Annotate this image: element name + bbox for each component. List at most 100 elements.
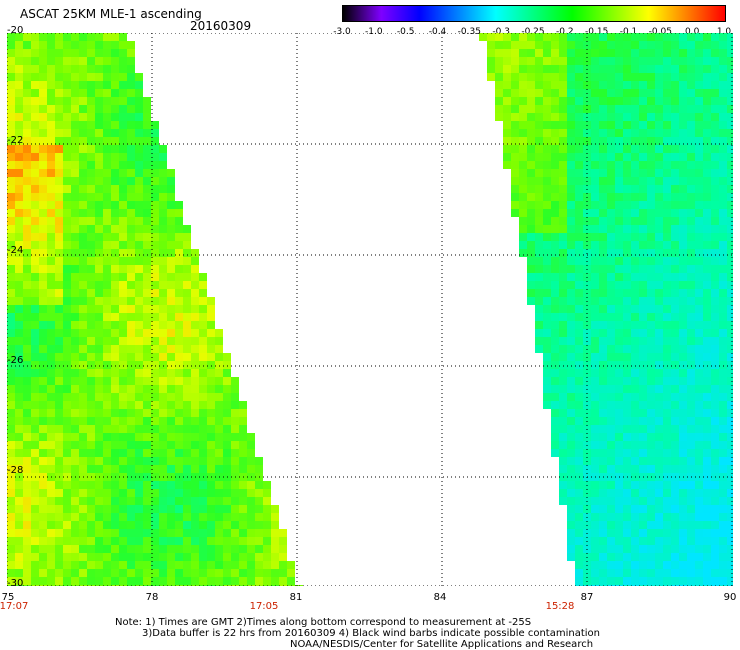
wind-cell <box>103 497 111 505</box>
wind-cell <box>143 273 151 281</box>
wind-cell <box>623 505 631 513</box>
wind-cell <box>655 385 663 393</box>
wind-cell <box>63 97 71 105</box>
wind-cell <box>559 41 567 49</box>
wind-cell <box>151 433 159 441</box>
wind-cell <box>31 217 39 225</box>
wind-cell <box>159 401 167 409</box>
wind-cell <box>607 497 615 505</box>
wind-cell <box>55 233 63 241</box>
wind-cell <box>31 385 39 393</box>
wind-cell <box>623 313 631 321</box>
wind-cell <box>199 569 207 577</box>
wind-cell <box>727 457 733 465</box>
wind-cell <box>543 321 551 329</box>
wind-cell <box>55 33 63 41</box>
wind-cell <box>647 137 655 145</box>
wind-cell <box>55 209 63 217</box>
wind-cell <box>79 433 87 441</box>
wind-cell <box>655 57 663 65</box>
wind-cell <box>671 465 679 473</box>
wind-cell <box>639 209 647 217</box>
wind-cell <box>703 97 711 105</box>
wind-cell <box>567 457 575 465</box>
wind-cell <box>511 177 519 185</box>
wind-cell <box>111 465 119 473</box>
lat-label-20: -20 <box>7 25 24 36</box>
wind-cell <box>663 337 671 345</box>
wind-cell <box>599 193 607 201</box>
wind-cell <box>63 33 71 41</box>
wind-cell <box>607 417 615 425</box>
wind-cell <box>703 121 711 129</box>
wind-cell <box>535 193 543 201</box>
wind-cell <box>591 369 599 377</box>
wind-cell <box>111 441 119 449</box>
wind-cell <box>695 57 703 65</box>
wind-cell <box>175 321 183 329</box>
wind-cell <box>719 513 727 521</box>
wind-cell <box>239 433 247 441</box>
wind-cell <box>175 417 183 425</box>
wind-cell <box>71 153 79 161</box>
wind-cell <box>623 561 631 569</box>
wind-cell <box>31 201 39 209</box>
wind-cell <box>655 65 663 73</box>
wind-cell <box>103 545 111 553</box>
wind-cell <box>15 153 23 161</box>
wind-cell <box>23 233 31 241</box>
wind-cell <box>527 121 535 129</box>
wind-cell <box>7 361 15 369</box>
wind-cell <box>111 457 119 465</box>
wind-cell <box>671 481 679 489</box>
wind-cell <box>519 153 527 161</box>
wind-cell <box>599 129 607 137</box>
product-title: ASCAT 25KM MLE-1 ascending <box>20 7 202 21</box>
wind-cell <box>639 113 647 121</box>
wind-cell <box>39 89 47 97</box>
wind-cell <box>599 169 607 177</box>
wind-cell <box>183 481 191 489</box>
wind-cell <box>679 489 687 497</box>
wind-cell <box>31 97 39 105</box>
wind-cell <box>119 577 127 585</box>
wind-cell <box>527 65 535 73</box>
wind-cell <box>55 497 63 505</box>
wind-cell <box>199 385 207 393</box>
wind-cell <box>55 193 63 201</box>
wind-cell <box>263 497 271 505</box>
wind-cell <box>207 409 215 417</box>
wind-cell <box>47 81 55 89</box>
wind-cell <box>639 305 647 313</box>
wind-cell <box>687 89 695 97</box>
wind-cell <box>15 209 23 217</box>
wind-cell <box>559 265 567 273</box>
wind-cell <box>79 465 87 473</box>
wind-cell <box>519 49 527 57</box>
wind-cell <box>663 321 671 329</box>
wind-cell <box>135 425 143 433</box>
wind-cell <box>527 97 535 105</box>
wind-cell <box>39 265 47 273</box>
wind-cell <box>79 97 87 105</box>
wind-cell <box>7 385 15 393</box>
wind-cell <box>23 553 31 561</box>
wind-cell <box>631 409 639 417</box>
wind-cell <box>127 97 135 105</box>
wind-cell <box>159 529 167 537</box>
wind-cell <box>623 281 631 289</box>
wind-cell <box>119 345 127 353</box>
wind-cell <box>207 329 215 337</box>
wind-cell <box>591 89 599 97</box>
wind-cell <box>111 177 119 185</box>
wind-cell <box>95 505 103 513</box>
wind-cell <box>535 265 543 273</box>
wind-cell <box>63 481 71 489</box>
wind-cell <box>663 545 671 553</box>
wind-cell <box>71 217 79 225</box>
wind-cell <box>103 105 111 113</box>
wind-cell <box>615 81 623 89</box>
wind-cell <box>639 361 647 369</box>
wind-cell <box>159 241 167 249</box>
wind-cell <box>95 561 103 569</box>
